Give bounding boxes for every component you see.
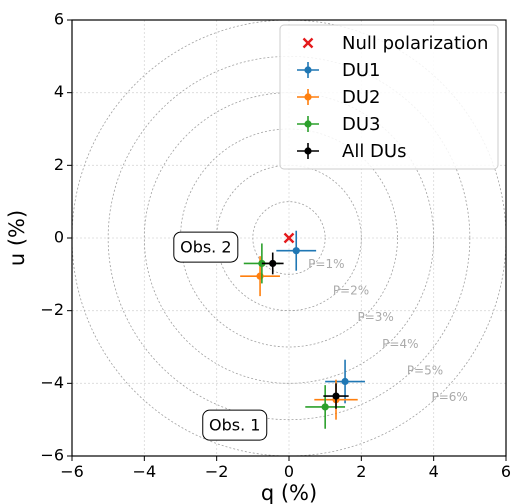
x-tick-label: 6 [501,462,511,481]
legend-marker [304,147,312,155]
data-point [261,252,284,275]
x-tick-label: −6 [60,462,84,481]
legend-label: All DUs [342,141,406,162]
x-tick-label: 2 [356,462,366,481]
legend-marker [304,120,312,128]
legend-frame [279,24,499,170]
x-axis-label: q (%) [261,481,317,504]
y-tick-label: 4 [54,82,64,101]
marker [341,377,349,386]
circle-label: P=1% [308,257,344,271]
data-series [240,230,365,429]
axis-ticks: −6−6 −4 −4 −2 −2 0 0 2 2 4 4 6 6 [40,10,511,482]
legend: Null polarization DU1 DU2 DU3 All DUs [279,24,499,170]
x-tick-label: 0 [284,462,294,481]
marker [269,259,277,268]
marker [292,247,300,255]
y-tick-label: −2 [40,300,64,319]
y-axis-label: u (%) [5,210,29,266]
legend-label: DU3 [342,114,381,135]
cross-stroke [283,232,295,244]
x-tick-label: 4 [429,462,439,481]
data-point [323,383,349,409]
y-tick-label: −6 [40,446,64,465]
data-point [276,230,317,271]
null-polarization-marker [283,232,295,244]
observation-annotations: Obs. 2 Obs. 1 [173,231,268,441]
circle-label: P=6% [431,390,467,404]
y-tick-label: 6 [54,10,64,29]
annotation-frame [173,231,239,263]
marker [321,403,329,411]
annotation-box: Obs. 1 [202,409,268,441]
circle-label: P=3% [357,310,393,324]
marker [332,392,340,400]
legend-label: DU2 [342,87,381,108]
series-all-dus [261,252,349,409]
legend-cross [302,37,314,49]
legend-entry: Null polarization [302,33,488,54]
series-du2 [240,256,358,420]
annotation-frame [202,409,268,441]
polarization-circle [252,201,326,275]
x-tick-label: −4 [133,462,157,481]
circle-labels: P=1% P=2% P=3% P=4% P=5% P=6% [308,257,468,404]
circle-label: P=4% [382,337,418,351]
legend-entry: DU2 [297,87,381,108]
annotation-text: Obs. 2 [180,238,231,257]
polarization-circle [143,92,435,384]
legend-entry: DU1 [297,60,381,81]
legend-marker [304,66,312,74]
y-tick-label: −4 [40,373,64,392]
circle-label: P=2% [333,284,369,298]
data-point [305,385,346,429]
legend-entry: All DUs [297,141,406,162]
circle-label: P=5% [407,363,443,377]
y-tick-label: 2 [54,155,64,174]
annotation-box: Obs. 2 [173,231,239,263]
y-tick-label: 0 [54,228,64,247]
x-tick-label: −2 [205,462,229,481]
series-du3 [243,243,346,429]
legend-label: DU1 [342,60,381,81]
legend-label: Null polarization [342,33,488,54]
annotation-text: Obs. 1 [209,416,260,435]
legend-marker [304,93,312,101]
legend-entry: DU3 [297,114,381,135]
